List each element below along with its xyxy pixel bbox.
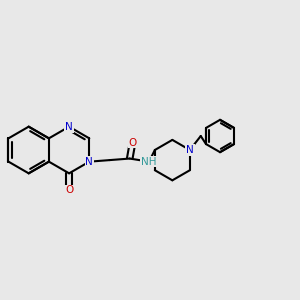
Text: N: N (186, 145, 194, 155)
Text: O: O (128, 138, 137, 148)
Text: N: N (85, 157, 93, 167)
Text: NH: NH (141, 157, 157, 167)
Text: N: N (65, 122, 73, 132)
Text: O: O (65, 185, 73, 195)
